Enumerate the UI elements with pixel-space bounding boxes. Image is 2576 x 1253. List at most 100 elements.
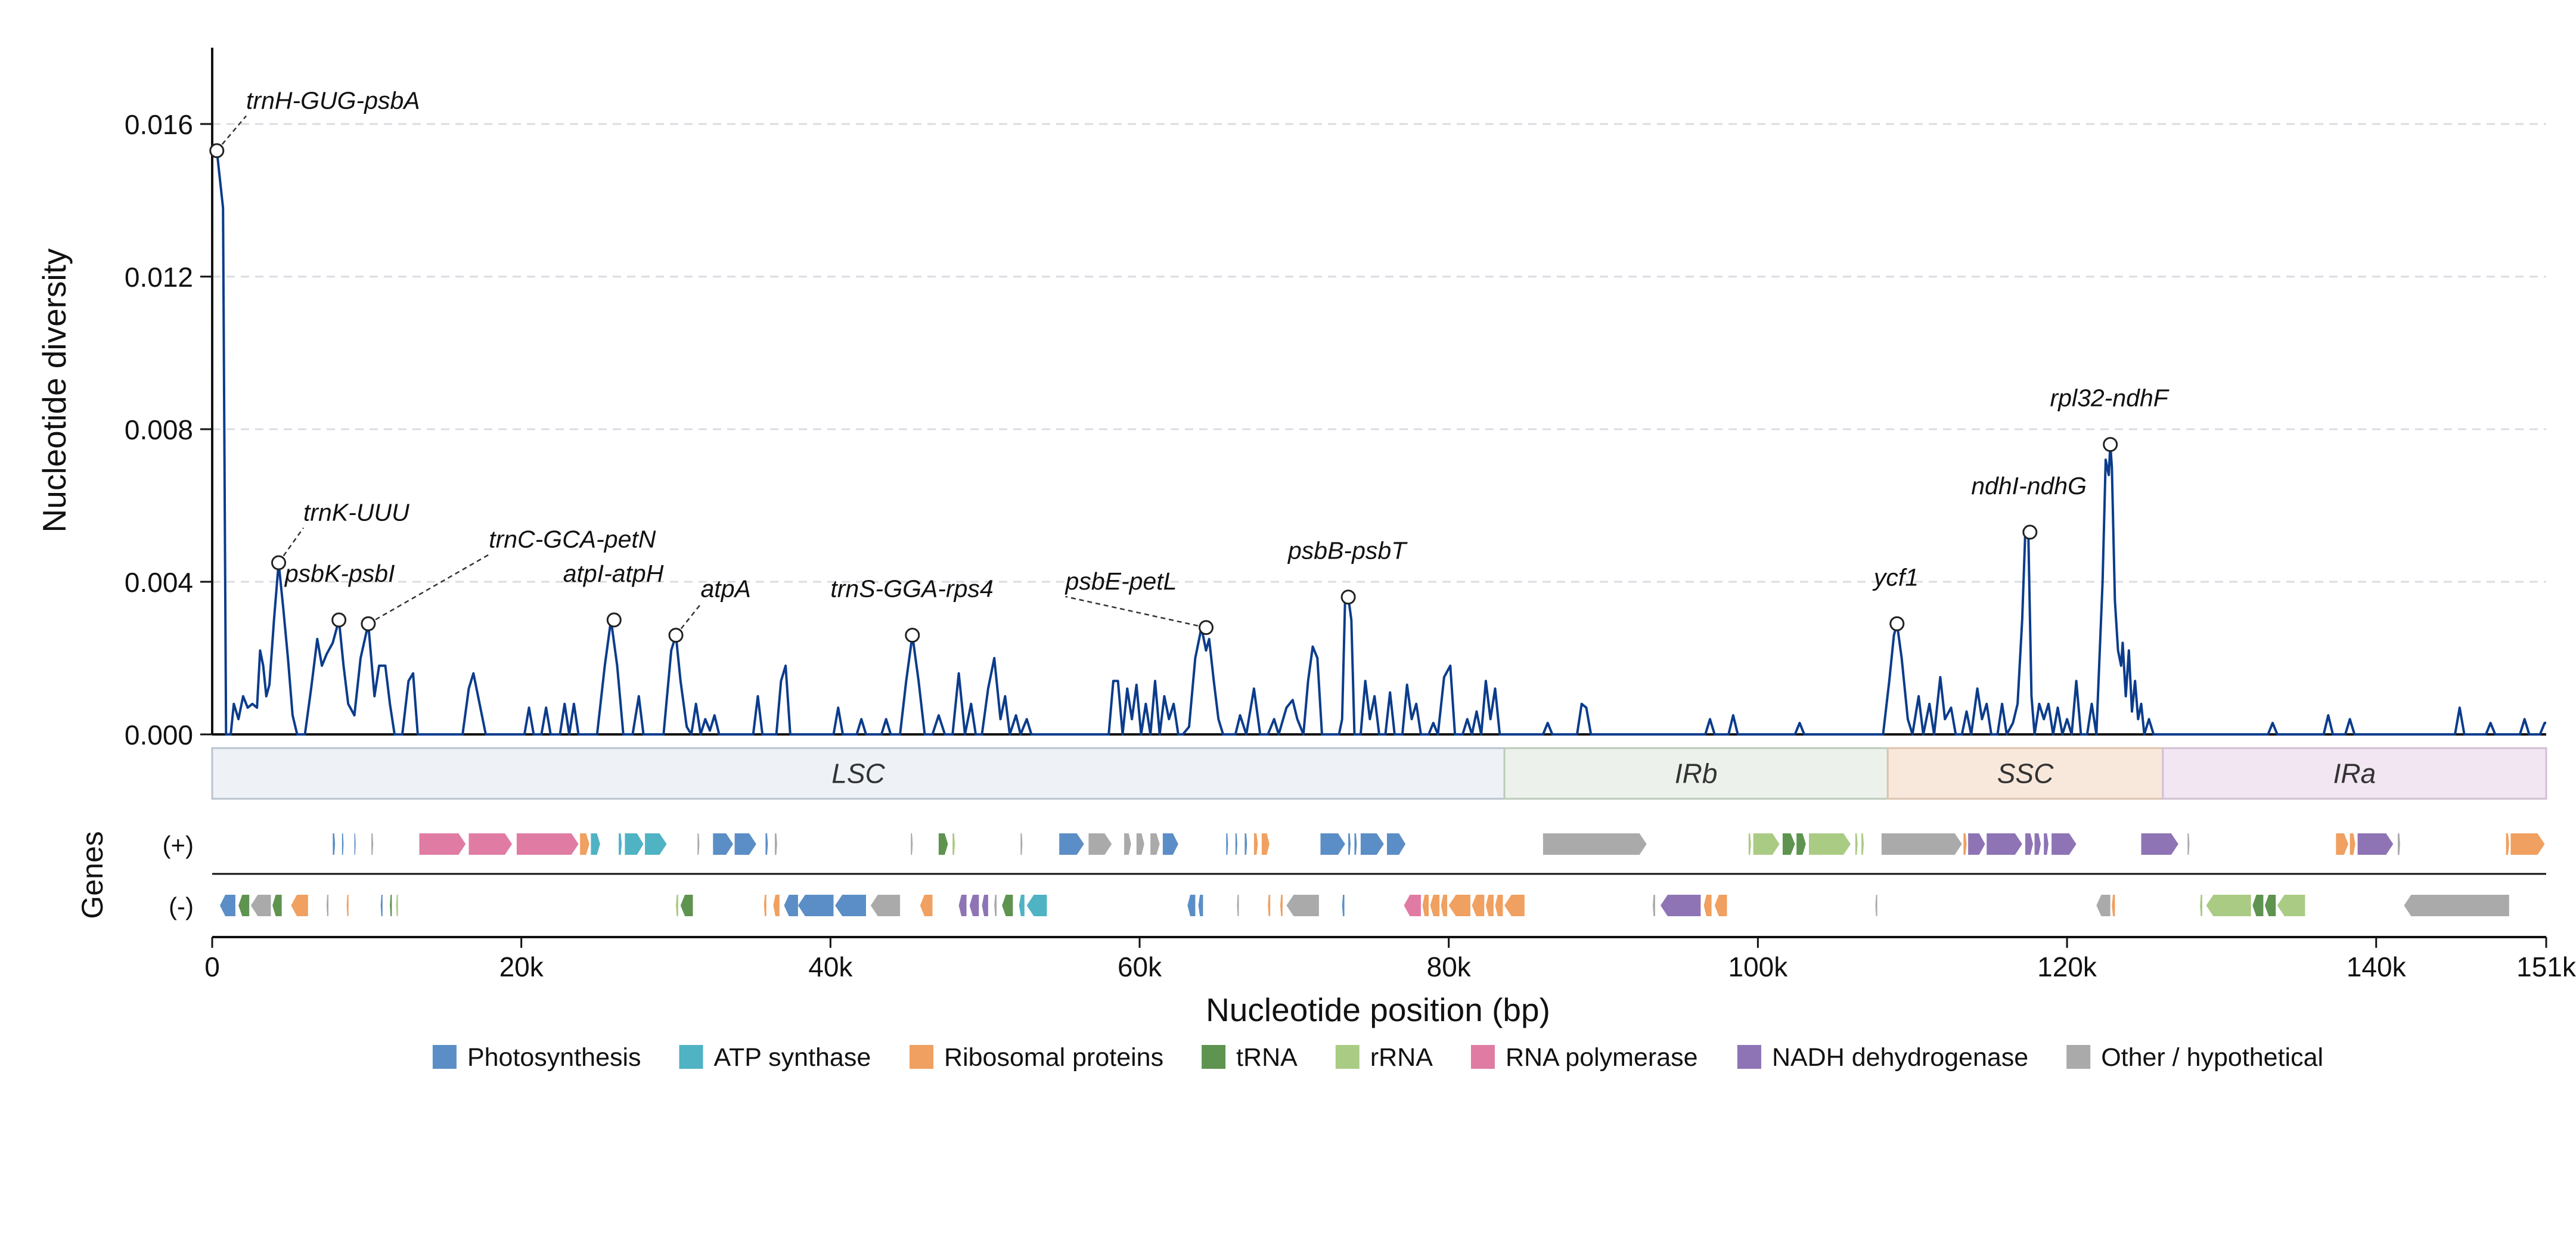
gene-arrow <box>342 833 344 855</box>
legend-swatch <box>679 1045 703 1069</box>
gene-arrow <box>1348 833 1351 855</box>
peak-leader <box>216 115 247 151</box>
gene-arrow <box>346 895 349 916</box>
peak-marker <box>2103 437 2118 452</box>
peak-leader <box>368 554 489 625</box>
gene-arrow <box>1342 895 1345 916</box>
gene-arrow <box>619 833 622 855</box>
gene-arrow <box>1019 895 1025 916</box>
gene-arrow <box>1387 833 1406 855</box>
gene-arrow <box>1472 895 1485 916</box>
gene-arrow <box>380 895 383 916</box>
gene-arrow <box>1422 895 1429 916</box>
legend-label: tRNA <box>1236 1043 1298 1072</box>
peak-label: atpA <box>701 575 751 603</box>
peak-label: trnS-GGA-rps4 <box>830 575 993 603</box>
peak-label: psbE-petL <box>1064 567 1177 595</box>
gene-arrow <box>920 895 933 916</box>
gene-arrow <box>272 895 282 916</box>
gene-arrow <box>468 833 513 855</box>
legend-label: NADH dehydrogenase <box>1772 1043 2028 1072</box>
gene-arrow <box>1360 833 1384 855</box>
gene-arrow <box>1286 895 1319 916</box>
x-tick-label: 40k <box>808 951 853 982</box>
peak-marker <box>1340 590 1356 605</box>
gene-arrow <box>1088 833 1112 855</box>
strand-label-minus: (-) <box>169 892 194 920</box>
region-block <box>2162 747 2547 800</box>
gene-tracks: (+) (-) <box>163 831 2546 920</box>
gene-arrow <box>1543 833 1647 855</box>
gene-arrow <box>952 833 955 855</box>
y-tick-label: 0.004 <box>125 567 193 598</box>
gene-arrow <box>2096 895 2111 916</box>
gene-arrow <box>1320 833 1345 855</box>
gene-arrow <box>591 833 600 855</box>
gene-arrow <box>1253 833 1258 855</box>
gene-arrow <box>2265 895 2276 916</box>
peak-leader <box>1065 596 1206 629</box>
gene-arrow <box>938 833 948 855</box>
gene-arrow <box>1404 895 1421 916</box>
gene-arrow <box>354 833 356 855</box>
gene-arrow <box>797 895 834 916</box>
region-block <box>211 747 1506 800</box>
gene-arrow <box>835 895 866 916</box>
gene-arrow <box>1448 895 1470 916</box>
peak-marker <box>361 616 376 631</box>
gene-arrow <box>2277 895 2305 916</box>
x-tick-label: 60k <box>1118 951 1162 982</box>
y-tick-label: 0.016 <box>125 109 193 140</box>
peak-label: rpl32-ndhF <box>2050 384 2170 412</box>
peak-label: psbB-psbT <box>1287 537 1408 565</box>
gene-arrow <box>784 895 798 916</box>
gene-arrow <box>676 895 678 916</box>
gene-arrow <box>220 895 235 916</box>
region-label: IRa <box>2333 758 2376 789</box>
x-tick-label: 80k <box>1427 951 1472 982</box>
gene-arrow <box>1235 833 1237 855</box>
gene-arrow <box>969 895 979 916</box>
gene-arrow <box>2404 895 2509 916</box>
peak-marker <box>209 143 225 159</box>
gene-arrow <box>1020 833 1023 855</box>
peak-marker <box>1889 616 1905 631</box>
peak-leader <box>278 527 305 563</box>
gene-arrow <box>773 895 780 916</box>
gene-arrow <box>697 833 700 855</box>
gene-arrow <box>1002 895 1013 916</box>
grid-lines <box>212 123 2546 583</box>
gene-arrow <box>1875 895 1877 916</box>
gene-arrow <box>390 895 392 916</box>
gene-arrow <box>291 895 308 916</box>
gene-arrow <box>1753 833 1780 855</box>
gene-arrow <box>734 833 756 855</box>
x-tick-label: 151k <box>2516 951 2576 982</box>
gene-arrow <box>419 833 466 855</box>
gene-arrow <box>2350 833 2355 855</box>
peak-marker <box>271 555 287 570</box>
gene-arrow <box>1280 895 1283 916</box>
gene-arrow <box>645 833 667 855</box>
peak-annotations: trnH-GUG-psbA trnK-UUU psbK-psbI trnC-GCA-p… <box>209 86 2170 643</box>
gene-arrow <box>2187 833 2190 855</box>
gene-arrow <box>1354 833 1357 855</box>
legend-swatch <box>1470 1045 1495 1069</box>
x-tick-label: 120k <box>2037 951 2097 982</box>
region-label: SSC <box>1997 758 2054 789</box>
legend-label: Ribosomal proteins <box>944 1043 1163 1072</box>
region-bar: LSC IRb SSC IRa <box>211 747 2547 800</box>
gene-arrow <box>2025 833 2033 855</box>
peak-label: atpI-atpH <box>563 560 664 587</box>
gene-arrow <box>764 895 766 916</box>
gene-arrow <box>1809 833 1851 855</box>
legend-swatch <box>1202 1045 1226 1069</box>
legend-swatch <box>2066 1045 2091 1069</box>
x-tick-label: 0 <box>204 951 220 982</box>
peak-marker <box>331 612 347 628</box>
gene-arrow <box>2141 833 2178 855</box>
gene-arrow <box>2044 833 2049 855</box>
gene-arrow <box>1026 895 1047 916</box>
peak-marker <box>1199 620 1214 635</box>
